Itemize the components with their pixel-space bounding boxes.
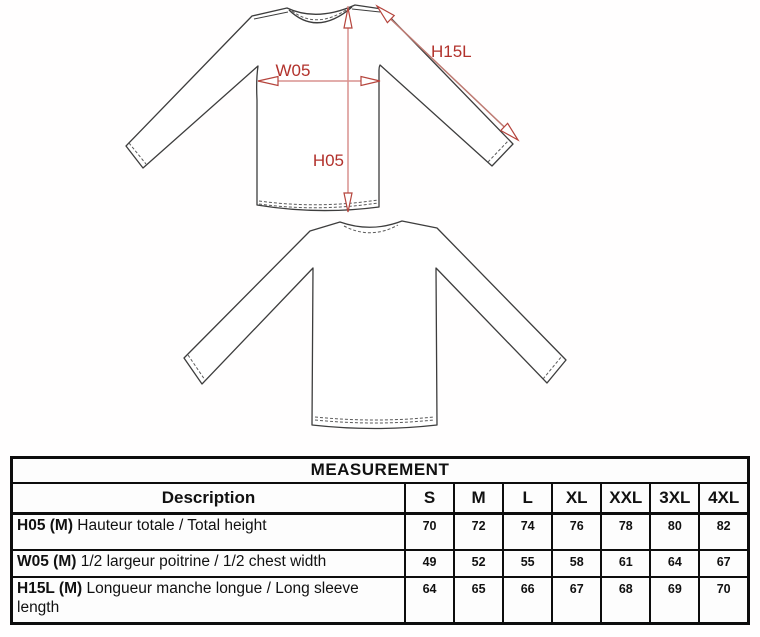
measurement-value: 70: [403, 512, 456, 551]
w05-right-arrowhead-icon: [360, 75, 381, 87]
garment-diagram: W05 H05 H15L: [125, 4, 567, 430]
w05-label: W05: [276, 61, 311, 80]
table-title: MEASUREMENT: [10, 456, 750, 484]
measurement-value: 80: [649, 512, 701, 551]
measurement-value: 70: [698, 575, 750, 625]
measure-code: H15L (M): [17, 579, 83, 597]
front-left-cuff-stitch: [128, 142, 147, 165]
h15l-dimension-line: [376, 5, 519, 141]
measurement-value: 82: [698, 512, 750, 551]
measurement-value: 69: [649, 575, 701, 625]
column-header-size-l: L: [502, 482, 554, 515]
measure-description-cell: W05 (M) 1/2 largeur poitrine / 1/2 chest…: [10, 548, 406, 578]
back-body-outline: [183, 220, 567, 430]
measure-description-cell: H05 (M) Hauteur totale / Total height: [10, 512, 406, 551]
measurement-value: 76: [551, 512, 603, 551]
measurement-value: 67: [551, 575, 603, 625]
front-collar-band: [288, 6, 353, 24]
measure-code: H05 (M): [17, 517, 73, 534]
column-header-size-s: S: [403, 482, 456, 515]
front-left-shoulder-seam: [253, 11, 289, 20]
front-right-cuff-stitch: [487, 139, 510, 163]
measurement-value: 78: [600, 512, 652, 551]
column-header-description: Description: [10, 482, 406, 515]
column-header-size-xl: XL: [551, 482, 603, 515]
measurement-value: 65: [453, 575, 505, 625]
measurement-value: 52: [453, 548, 505, 578]
h15l-top-arrowhead-icon: [375, 4, 396, 24]
measurement-value: 49: [403, 548, 456, 578]
h05-top-arrowhead-icon: [343, 7, 353, 29]
back-collar-stitch: [343, 224, 399, 234]
front-collar-stitch: [291, 7, 350, 21]
measurement-value: 72: [453, 512, 505, 551]
measure-desc: Longueur manche longue / Long sleeve len…: [17, 579, 359, 617]
dimension-annotations: W05 H05 H15L: [257, 4, 520, 213]
front-hem-stitch: [258, 199, 379, 209]
back-hem-stitch: [314, 416, 435, 424]
column-header-size-m: M: [453, 482, 505, 515]
h15l-bottom-arrowhead-icon: [499, 122, 520, 142]
measurement-value: 64: [649, 548, 701, 578]
measurement-value: 58: [551, 548, 603, 578]
table-row-h05: H05 (M) Hauteur totale / Total height 70…: [10, 512, 750, 551]
front-view-drawing: [125, 4, 514, 212]
measurement-value: 66: [502, 575, 554, 625]
table-row-w05: W05 (M) 1/2 largeur poitrine / 1/2 chest…: [10, 548, 750, 578]
front-right-shoulder-seam: [351, 8, 381, 13]
measure-desc: Hauteur totale / Total height: [77, 517, 267, 534]
measurement-table: MEASUREMENT Description S M L XL XXL 3XL…: [10, 456, 750, 625]
measurement-value: 67: [698, 548, 750, 578]
h15l-label: H15L: [431, 42, 472, 61]
h05-bottom-arrowhead-icon: [343, 192, 353, 213]
w05-left-arrowhead-icon: [257, 75, 279, 87]
measurement-value: 68: [600, 575, 652, 625]
measurement-value: 61: [600, 548, 652, 578]
measure-description-cell: H15L (M) Longueur manche longue / Long s…: [10, 575, 406, 625]
measurement-value: 64: [403, 575, 456, 625]
h05-label: H05: [313, 151, 344, 170]
back-left-cuff-stitch: [187, 354, 206, 381]
column-header-size-xxl: XXL: [600, 482, 652, 515]
column-header-size-3xl: 3XL: [649, 482, 701, 515]
measurement-value: 74: [502, 512, 554, 551]
measure-desc: 1/2 largeur poitrine / 1/2 chest width: [80, 552, 327, 570]
back-view-drawing: [183, 220, 567, 430]
measure-code: W05 (M): [17, 552, 77, 570]
column-header-size-4xl: 4XL: [698, 482, 750, 515]
table-row-h15l: H15L (M) Longueur manche longue / Long s…: [10, 575, 750, 625]
front-body-outline: [125, 4, 514, 212]
measurement-value: 55: [502, 548, 554, 578]
